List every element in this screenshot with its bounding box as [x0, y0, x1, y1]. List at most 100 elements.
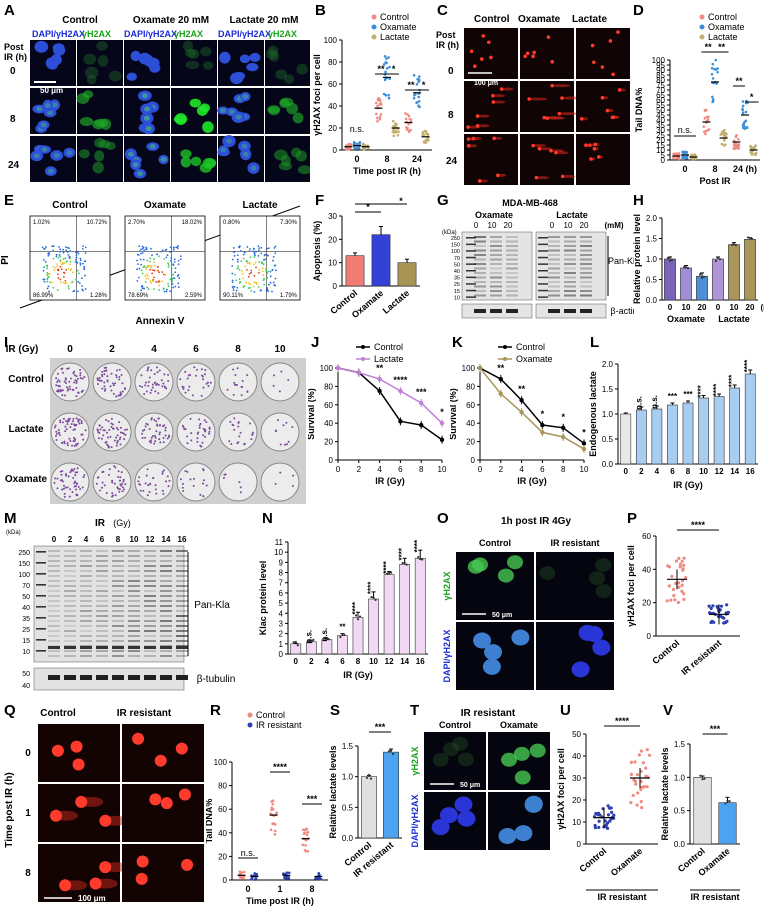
- if-nucleus: [524, 795, 543, 812]
- panel-c-row-24: 24: [446, 156, 458, 167]
- data-point: [666, 564, 670, 568]
- data-point: [676, 600, 680, 605]
- panel-a-scale-label: 50 μm: [40, 86, 64, 95]
- i-colony: [139, 489, 142, 492]
- O-group: Control: [479, 538, 511, 548]
- i-colony: [62, 487, 65, 490]
- data-point: [681, 150, 684, 154]
- e-event: [258, 247, 261, 249]
- data-point: [382, 92, 386, 96]
- g-lane-band: [564, 245, 576, 247]
- i-colony: [113, 439, 116, 442]
- bar-replicate-dot: [327, 638, 330, 641]
- i-colony: [118, 438, 121, 441]
- data-point: [384, 70, 387, 74]
- data-point: [404, 112, 407, 115]
- e-event: [69, 260, 72, 263]
- m-lane-band: [64, 555, 76, 557]
- panel-u-ytick-label: 40: [572, 752, 581, 761]
- data-point: [680, 589, 684, 593]
- data-point: [742, 122, 745, 126]
- g-lane-band: [580, 272, 592, 274]
- e-event: [59, 265, 62, 268]
- g-lane-band: [490, 236, 502, 238]
- q-head: [136, 855, 149, 868]
- data-point: [741, 111, 745, 115]
- e-event: [73, 289, 76, 292]
- bar-replicate-dot: [292, 641, 295, 644]
- e-event: [44, 261, 47, 263]
- m-lane-band: [160, 560, 172, 562]
- x-tick-label: 6: [670, 467, 675, 476]
- i-colony: [119, 394, 122, 397]
- e-event: [69, 263, 72, 266]
- e-event: [84, 252, 87, 254]
- x-tick-label: 4: [655, 467, 660, 476]
- i-colony: [69, 439, 72, 442]
- e-quad-ur: 18.02%: [182, 220, 203, 226]
- panel-j-ytick-label: 100: [320, 364, 334, 373]
- i-colony: [63, 492, 66, 495]
- e-event: [136, 279, 139, 282]
- sig-label: n.s.: [650, 395, 659, 409]
- m-lane-band: [128, 570, 140, 572]
- data-point: [608, 819, 612, 823]
- panel-c-row-title: Post IR (h): [436, 30, 459, 50]
- q-head: [72, 758, 85, 771]
- i-colony: [147, 484, 150, 487]
- i-colony: [207, 432, 210, 435]
- i-colony: [59, 419, 62, 422]
- panel-j-ytick-label: 20: [324, 438, 333, 447]
- legend-marker: [361, 345, 365, 349]
- m-lane-band: [112, 570, 124, 572]
- i-colony: [148, 490, 151, 493]
- cell-nucleus: [94, 118, 109, 128]
- bar-replicate-dot: [356, 618, 360, 621]
- i-colony: [56, 372, 59, 375]
- cell-nucleus: [233, 71, 246, 81]
- data-point: [269, 828, 273, 832]
- i-colony: [274, 482, 277, 485]
- e-event: [231, 285, 234, 288]
- e-event: [82, 245, 84, 248]
- e-event: [258, 269, 261, 271]
- panel-label-i: I: [4, 334, 9, 351]
- O-row: DAPI/γH2AX: [442, 629, 452, 682]
- comet-head: [554, 150, 558, 155]
- i-colony: [236, 367, 239, 370]
- e-event: [152, 278, 155, 281]
- i-colony: [60, 473, 63, 476]
- cell-nucleus: [98, 139, 111, 149]
- e-event: [257, 254, 260, 257]
- m-lane-band: [48, 580, 60, 582]
- data-point: [392, 131, 396, 134]
- i-colony: [166, 437, 169, 440]
- m-lane-band: [128, 590, 140, 592]
- i-colony: [189, 478, 192, 481]
- sig-label: **: [705, 42, 713, 52]
- data-point: [424, 138, 428, 141]
- foci-overlay: [33, 153, 40, 159]
- panel-v-ytick-label: 1.5: [674, 740, 686, 749]
- panel-v-ytick-label: 1.0: [674, 773, 686, 782]
- e-event: [239, 250, 242, 252]
- g-lane-band: [580, 263, 592, 265]
- i-colony: [103, 389, 106, 392]
- i-colony: [81, 377, 84, 380]
- m-lane-band: [48, 595, 60, 597]
- m-lane-band: [128, 630, 140, 632]
- m-lane-band: [96, 615, 108, 617]
- panel-c-micrographs: [464, 28, 630, 185]
- i-colony: [118, 368, 121, 371]
- e-event: [170, 257, 173, 259]
- e-event: [258, 261, 261, 263]
- comet-head: [489, 55, 493, 60]
- e-event: [142, 246, 145, 249]
- bar-replicate-dot: [390, 571, 393, 574]
- m-lane-band: [176, 555, 188, 557]
- data-point: [376, 104, 379, 108]
- data-point: [422, 133, 426, 137]
- sig-label: **: [376, 363, 384, 373]
- panel-k-ytick-label: 80: [466, 382, 475, 391]
